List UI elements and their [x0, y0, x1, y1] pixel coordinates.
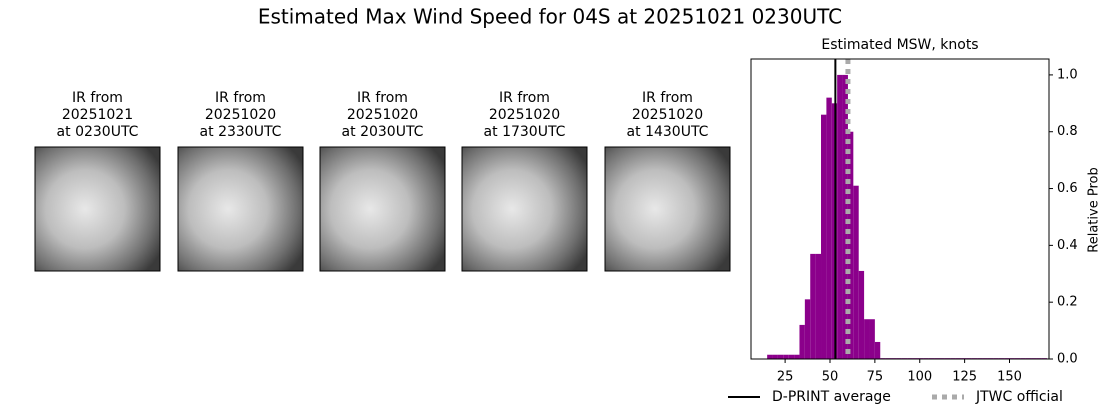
- hist-bar: [847, 131, 854, 359]
- hist-bar: [777, 354, 784, 359]
- panel-title: IR from: [215, 90, 266, 106]
- panel-title: at 1430UTC: [627, 124, 709, 140]
- hist-bar: [815, 253, 822, 359]
- x-tick-label: 25: [777, 370, 794, 385]
- y-tick-label: 0.0: [1057, 352, 1078, 367]
- panel-title: IR from: [72, 90, 123, 106]
- panel-title: at 0230UTC: [57, 124, 139, 140]
- panel-title: IR from: [499, 90, 550, 106]
- hist-bar: [804, 299, 811, 359]
- panel-title: at 2030UTC: [342, 124, 424, 140]
- legend-label: D-PRINT average: [772, 389, 891, 405]
- ir-image: [461, 146, 588, 272]
- hist-bar: [842, 74, 848, 359]
- ir-image: [34, 146, 161, 272]
- y-tick-label: 0.6: [1057, 181, 1078, 196]
- plot-frame: [750, 58, 1050, 360]
- y-axis-label: Relative Prob: [1087, 167, 1100, 252]
- ir-image: [177, 146, 304, 272]
- panel-title: IR from: [642, 90, 693, 106]
- y-tick-label: 0.8: [1057, 124, 1078, 139]
- ir-image: [319, 146, 446, 272]
- panel-title: IR from: [357, 90, 408, 106]
- hist-bar: [772, 354, 778, 359]
- hist-bar: [799, 324, 805, 359]
- legend-label: JTWC official: [975, 389, 1063, 405]
- y-tick-label: 1.0: [1057, 67, 1078, 82]
- hist-bar: [858, 270, 865, 359]
- hist-bar: [869, 319, 875, 359]
- hist-bar: [810, 253, 816, 359]
- hist-bar: [837, 74, 843, 359]
- y-tick-label: 0.2: [1057, 295, 1078, 310]
- panel-title: at 2330UTC: [200, 124, 282, 140]
- suptitle: Estimated Max Wind Speed for 04S at 2025…: [258, 5, 842, 29]
- ir-image: [604, 146, 731, 272]
- y-tick-label: 0.4: [1057, 238, 1078, 253]
- hist-bar: [767, 354, 773, 359]
- hist-bar: [794, 354, 800, 359]
- panel-title: 20251021: [62, 107, 133, 123]
- x-tick-label: 75: [867, 370, 884, 385]
- x-tick-label: 125: [952, 370, 977, 385]
- x-tick-label: 100: [907, 370, 932, 385]
- hist-bar: [864, 319, 870, 359]
- panel-title: 20251020: [205, 107, 276, 123]
- hist-bar: [788, 354, 795, 359]
- x-tick-label: 150: [997, 370, 1022, 385]
- hist-bar: [821, 114, 827, 359]
- x-tick-label: 50: [822, 370, 839, 385]
- hist-title: Estimated MSW, knots: [821, 37, 978, 53]
- hist-bar: [826, 97, 832, 360]
- panel-title: at 1730UTC: [484, 124, 566, 140]
- panel-title: 20251020: [347, 107, 418, 123]
- panel-title: 20251020: [632, 107, 703, 123]
- hist-bar: [783, 354, 789, 359]
- hist-bar: [853, 185, 859, 359]
- panel-title: 20251020: [489, 107, 560, 123]
- hist-bar: [874, 341, 881, 359]
